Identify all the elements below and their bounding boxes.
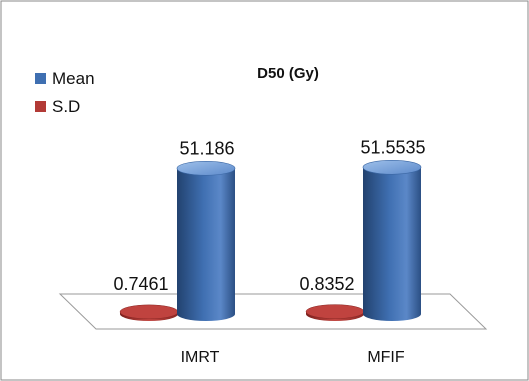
data-label-mean-mfif: 51.5535 [360,137,425,157]
bar-sd-mfif [305,304,365,321]
legend: Mean S.D [35,69,95,116]
data-label-mean-imrt: 51.186 [179,138,234,158]
category-label-imrt: IMRT [181,349,220,366]
legend-swatch-mean [35,73,46,84]
chart-title: D50 (Gy) [257,65,319,82]
bar-mean-top [176,161,236,176]
bar-mean-body [363,167,421,321]
legend-label-sd: S.D [52,97,80,116]
bar-sd-top [119,304,179,320]
bar-mean-top [362,159,422,175]
bar-mean-imrt [176,161,236,321]
bar-sd-top [305,304,365,319]
chart-marks: 51.186 0.7461 51.5535 0.8352 [113,137,426,321]
legend-label-mean: Mean [52,69,95,88]
bar-sd-imrt [119,304,179,321]
data-label-sd-mfif: 0.8352 [299,274,354,294]
bar-mean-body [177,168,235,321]
legend-swatch-sd [35,101,46,112]
category-label-mfif: MFIF [367,349,405,366]
bar-mean-mfif [362,159,422,321]
data-label-sd-imrt: 0.7461 [113,274,168,294]
